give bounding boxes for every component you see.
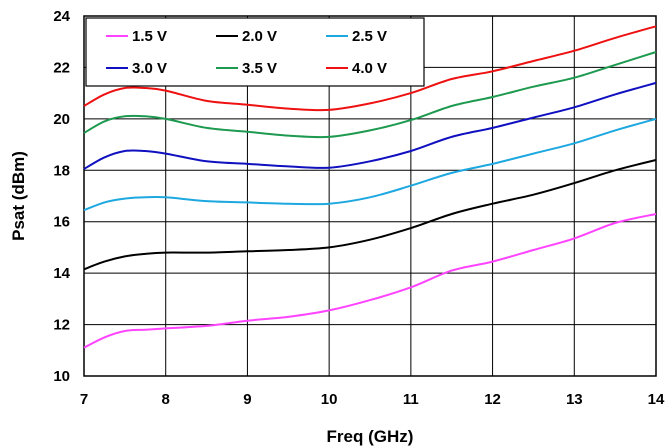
legend-label: 1.5 V: [132, 28, 167, 45]
x-axis-title: Freq (GHz): [327, 427, 414, 446]
x-tick-label: 8: [162, 391, 170, 408]
y-axis-title: Psat (dBm): [9, 151, 28, 241]
series-lines: [83, 25, 657, 349]
legend-entry: 4.0 V: [326, 60, 387, 77]
x-tick-label: 10: [321, 391, 338, 408]
legend-label: 2.0 V: [242, 28, 277, 45]
y-tick-label: 18: [53, 162, 70, 179]
x-tick-label: 14: [648, 391, 665, 408]
series-line-1-5-vv: [83, 213, 657, 349]
y-tick-label: 10: [53, 368, 70, 385]
y-tick-label: 22: [53, 59, 70, 76]
legend-label: 4.0 V: [352, 60, 387, 77]
x-tick-label: 7: [80, 391, 88, 408]
series-line-3-0-vv: [83, 81, 657, 170]
y-tick-labels: 10 12 14 16 18 20 22 24: [53, 8, 70, 385]
grid: [83, 15, 657, 377]
series-line-3-5-vv: [83, 51, 657, 139]
y-tick-label: 14: [53, 265, 70, 282]
legend-entry: 3.5 V: [216, 60, 277, 77]
legend-label: 3.5 V: [242, 60, 277, 77]
legend-box: [85, 17, 425, 87]
series-line-2-5-vv: [83, 117, 657, 212]
x-tick-label: 13: [566, 391, 583, 408]
y-tick-label: 24: [53, 8, 70, 25]
legend-label: 2.5 V: [352, 28, 387, 45]
x-tick-label: 9: [243, 391, 251, 408]
x-tick-labels: 7 8 9 10 11 12 13 14: [80, 391, 665, 408]
plot-frame: [83, 15, 657, 377]
legend: 1.5 V 2.0 V 2.5 V 3.0 V 3.5 V 4.0 V: [85, 17, 425, 87]
y-tick-label: 12: [53, 317, 70, 334]
legend-entry: 3.0 V: [106, 60, 167, 77]
series-line-4-0-vv: [83, 25, 657, 112]
legend-entry: 2.5 V: [326, 28, 387, 45]
legend-entry: 2.0 V: [216, 28, 277, 45]
legend-entry: 1.5 V: [106, 28, 167, 45]
series-line-2-0-vv: [83, 159, 657, 271]
legend-label: 3.0 V: [132, 60, 167, 77]
y-tick-label: 20: [53, 111, 70, 128]
y-tick-label: 16: [53, 214, 70, 231]
x-tick-label: 12: [484, 391, 501, 408]
x-tick-label: 11: [403, 391, 419, 408]
